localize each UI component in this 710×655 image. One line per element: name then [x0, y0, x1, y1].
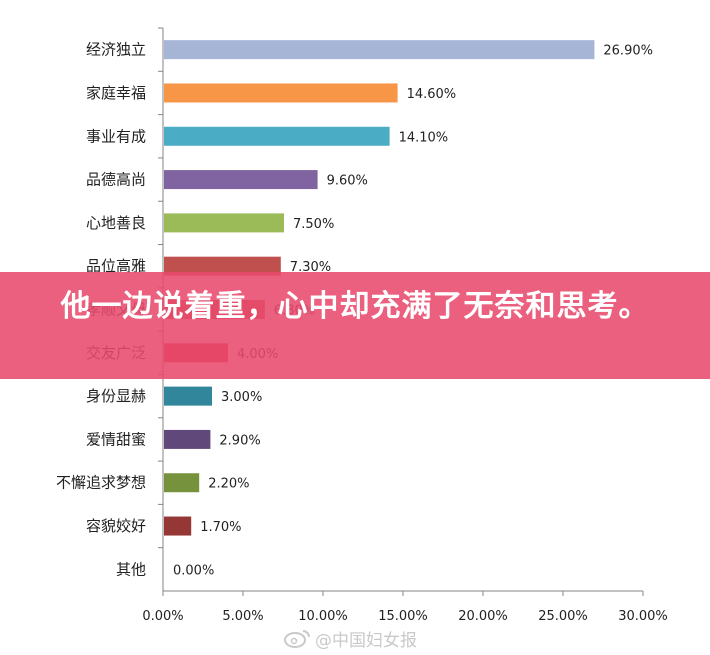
value-label: 0.00%: [173, 563, 214, 578]
value-label: 1.70%: [200, 520, 241, 535]
value-label: 7.50%: [293, 217, 334, 232]
category-label: 心地善良: [86, 214, 146, 232]
value-label: 14.10%: [399, 130, 449, 145]
bar: [164, 170, 318, 190]
category-label: 品位高雅: [86, 257, 146, 275]
x-tick-label: 30.00%: [618, 609, 668, 624]
category-label: 品德高尚: [86, 171, 146, 189]
x-tick-label: 15.00%: [378, 609, 428, 624]
value-label: 7.30%: [290, 260, 331, 275]
caption-banner: 他一边说着重，心中却充满了无奈和思考。: [0, 272, 710, 379]
value-label: 2.90%: [219, 433, 260, 448]
value-label: 3.00%: [221, 390, 262, 405]
x-tick-label: 25.00%: [538, 609, 588, 624]
category-label: 爱情甜蜜: [86, 430, 146, 448]
bar: [164, 40, 595, 60]
bar: [164, 213, 284, 233]
x-ticks: 0.00% 5.00% 10.00% 15.00% 20.00% 25.00% 30.00%: [142, 27, 668, 624]
watermark-text: @中国妇女报: [315, 630, 417, 651]
category-labels: 经济独立家庭幸福事业有成品德高尚心地善良品位高雅孝顺父母交友广泛身份显赫爱情甜蜜…: [56, 41, 146, 579]
bar: [164, 126, 390, 146]
category-label: 其他: [116, 560, 146, 578]
bar: [164, 256, 281, 276]
category-label: 家庭幸福: [86, 84, 146, 102]
x-tick-label: 20.00%: [458, 609, 508, 624]
watermark: @中国妇女报: [283, 627, 417, 651]
x-tick-label: 5.00%: [222, 609, 263, 624]
weibo-icon: [284, 630, 310, 648]
value-label: 26.90%: [603, 44, 653, 59]
category-label: 事业有成: [86, 127, 146, 145]
bar: [164, 429, 211, 449]
bar: [164, 83, 398, 103]
value-label: 14.60%: [407, 87, 457, 102]
bar: [164, 473, 200, 493]
bar: [164, 386, 212, 406]
value-label: 9.60%: [327, 174, 368, 189]
bar: [164, 516, 192, 536]
category-label: 身份显赫: [86, 387, 146, 405]
category-label: 不懈追求梦想: [56, 474, 146, 492]
x-tick-label: 10.00%: [298, 609, 348, 624]
x-tick-label: 0.00%: [142, 609, 183, 624]
category-label: 经济独立: [86, 41, 146, 59]
category-label: 容貌姣好: [86, 517, 146, 535]
value-label: 2.20%: [208, 477, 249, 492]
banner-text: 他一边说着重，心中却充满了无奈和思考。: [60, 289, 650, 324]
